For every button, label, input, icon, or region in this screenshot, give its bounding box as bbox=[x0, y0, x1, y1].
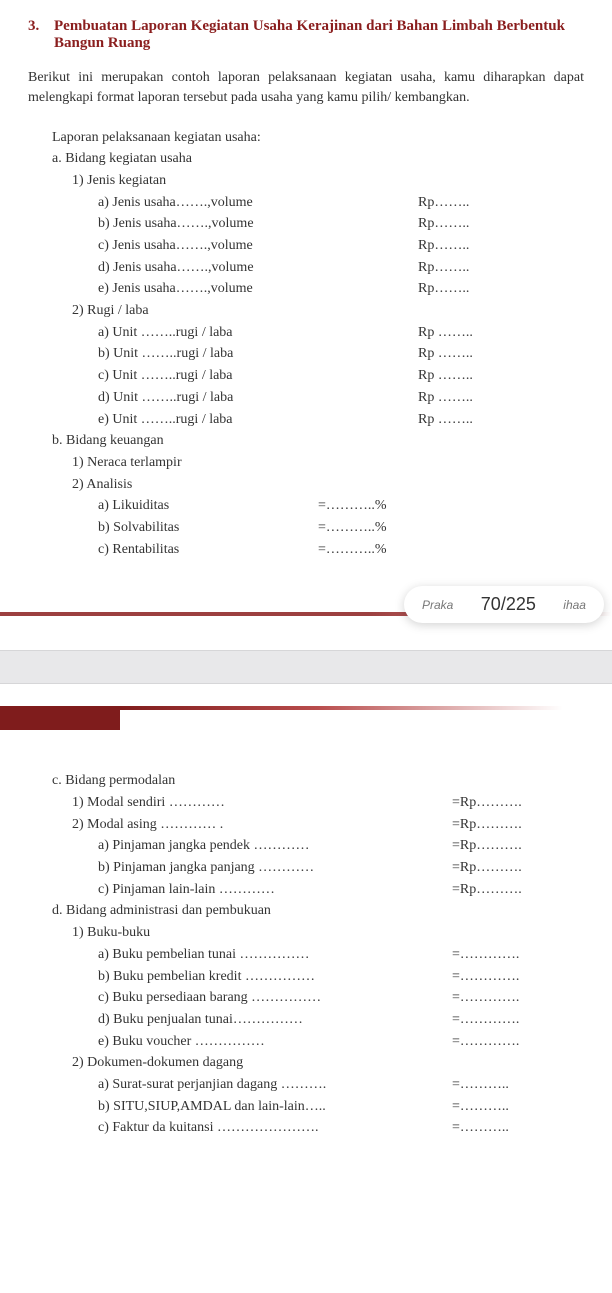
page-indicator-left-fade: Praka bbox=[422, 598, 453, 612]
section-b-label: b. Bidang keuangan bbox=[28, 430, 584, 452]
list-item: a) Pinjaman jangka pendek …………=Rp………. bbox=[28, 835, 584, 857]
list-item: a) Jenis usaha…….,volumeRp…….. bbox=[28, 192, 584, 214]
section-b-sub1: 1) Neraca terlampir bbox=[28, 452, 584, 474]
page-indicator-right-fade: ihaa bbox=[563, 598, 586, 612]
list-item: c) Unit ……..rugi / labaRp …….. bbox=[28, 365, 584, 387]
list-item: 2) Modal asing ………… .=Rp………. bbox=[28, 814, 584, 836]
list-item: c) Rentabilitas=………..% bbox=[28, 539, 584, 561]
header-maroon-block bbox=[0, 706, 120, 730]
list-item: e) Unit ……..rugi / labaRp …….. bbox=[28, 409, 584, 431]
page-2-header-decoration bbox=[0, 684, 612, 730]
heading-number: 3. bbox=[28, 18, 54, 52]
list-item: b) Solvabilitas=………..% bbox=[28, 517, 584, 539]
section-b-sub2-label: 2) Analisis bbox=[28, 474, 584, 496]
section-a-label: a. Bidang kegiatan usaha bbox=[28, 148, 584, 170]
list-item: a) Unit ……..rugi / labaRp …….. bbox=[28, 322, 584, 344]
page-2: c. Bidang permodalan 1) Modal sendiri ……… bbox=[0, 730, 612, 1149]
header-maroon-strip bbox=[120, 706, 612, 710]
list-item: b) Jenis usaha…….,volumeRp…….. bbox=[28, 213, 584, 235]
section-d-label: d. Bidang administrasi dan pembukuan bbox=[28, 900, 584, 922]
page-1: 3. Pembuatan Laporan Kegiatan Usaha Kera… bbox=[0, 0, 612, 570]
page-footer: Praka 70/225 ihaa bbox=[0, 580, 612, 650]
intro-paragraph: Berikut ini merupakan contoh laporan pel… bbox=[28, 68, 584, 109]
page-indicator-pill[interactable]: Praka 70/225 ihaa bbox=[404, 586, 604, 623]
list-item: b) Unit ……..rugi / labaRp …….. bbox=[28, 343, 584, 365]
list-item: c) Jenis usaha…….,volumeRp…….. bbox=[28, 235, 584, 257]
section-d-sub2-label: 2) Dokumen-dokumen dagang bbox=[28, 1052, 584, 1074]
list-item: b) SITU,SIUP,AMDAL dan lain-lain…..=……….… bbox=[28, 1096, 584, 1118]
page-gap-band bbox=[0, 650, 612, 684]
section-a-sub1-label: 1) Jenis kegiatan bbox=[28, 170, 584, 192]
list-item: e) Jenis usaha…….,volumeRp…….. bbox=[28, 278, 584, 300]
list-item: c) Faktur da kuitansi ………………….=……….. bbox=[28, 1117, 584, 1139]
list-item: c) Buku persediaan barang ……………=…………. bbox=[28, 987, 584, 1009]
list-item: b) Buku pembelian kredit ……………=…………. bbox=[28, 966, 584, 988]
list-item: a) Likuiditas=………..% bbox=[28, 495, 584, 517]
list-item: d) Jenis usaha…….,volumeRp…….. bbox=[28, 257, 584, 279]
page-counter: 70/225 bbox=[481, 594, 536, 615]
section-c-label: c. Bidang permodalan bbox=[28, 770, 584, 792]
list-item: d) Buku penjualan tunai……………=…………. bbox=[28, 1009, 584, 1031]
section-heading: 3. Pembuatan Laporan Kegiatan Usaha Kera… bbox=[28, 18, 584, 52]
list-item: a) Surat-surat perjanjian dagang ……….=……… bbox=[28, 1074, 584, 1096]
list-item: c) Pinjaman lain-lain …………=Rp………. bbox=[28, 879, 584, 901]
list-item: a) Buku pembelian tunai ……………=…………. bbox=[28, 944, 584, 966]
list-item: e) Buku voucher ……………=…………. bbox=[28, 1031, 584, 1053]
section-d-sub1-label: 1) Buku-buku bbox=[28, 922, 584, 944]
report-title: Laporan pelaksanaan kegiatan usaha: bbox=[28, 127, 584, 149]
list-item: d) Unit ……..rugi / labaRp …….. bbox=[28, 387, 584, 409]
heading-title: Pembuatan Laporan Kegiatan Usaha Kerajin… bbox=[54, 18, 584, 52]
list-item: 1) Modal sendiri …………=Rp………. bbox=[28, 792, 584, 814]
list-item: b) Pinjaman jangka panjang …………=Rp………. bbox=[28, 857, 584, 879]
section-a-sub2-label: 2) Rugi / laba bbox=[28, 300, 584, 322]
